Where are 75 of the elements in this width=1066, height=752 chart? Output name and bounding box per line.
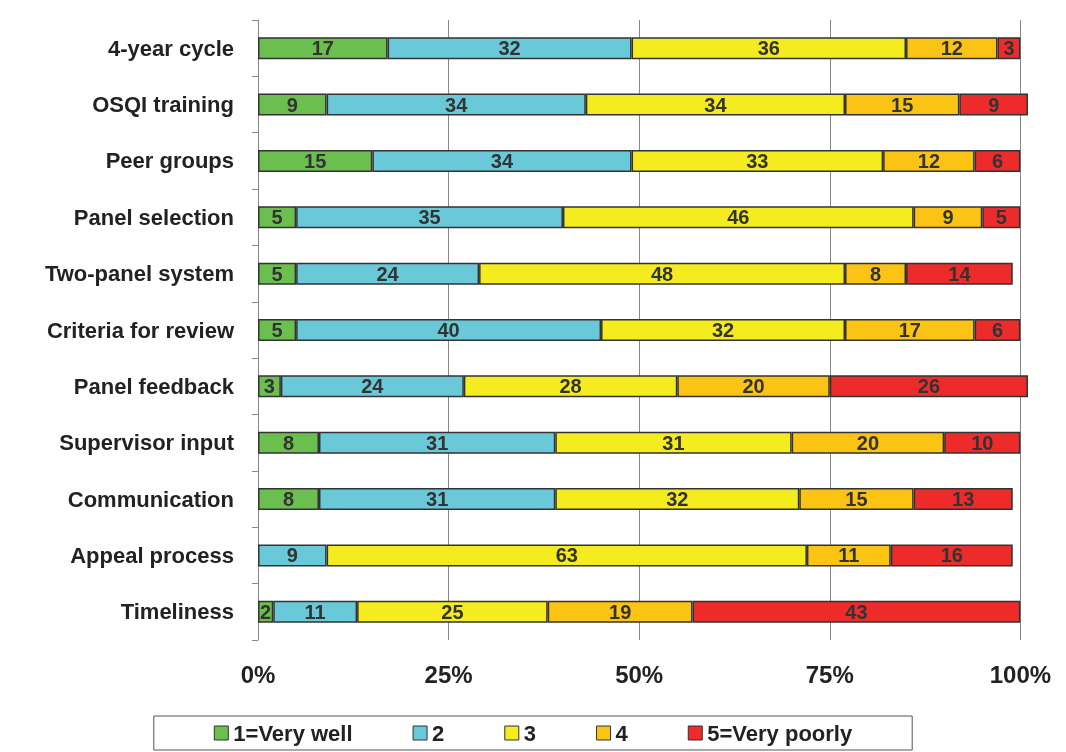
x-tick-label: 0% bbox=[240, 660, 276, 688]
data-label: 28 bbox=[559, 375, 582, 398]
data-label: 40 bbox=[437, 319, 460, 341]
data-label: 5 bbox=[271, 319, 283, 341]
data-label: 48 bbox=[650, 262, 674, 285]
data-label: 26 bbox=[917, 375, 941, 398]
data-label: 63 bbox=[555, 544, 578, 567]
data-label: 15 bbox=[304, 149, 327, 172]
data-label: 17 bbox=[898, 319, 921, 341]
data-label: 9 bbox=[988, 93, 1000, 116]
data-label: 20 bbox=[856, 431, 880, 454]
data-label: 6 bbox=[991, 149, 1004, 172]
x-tick-label: 75% bbox=[805, 660, 854, 688]
data-label: 19 bbox=[609, 600, 632, 623]
y-tick-label: Supervisor input bbox=[59, 430, 235, 456]
data-label: 31 bbox=[662, 431, 685, 454]
x-tick-label: 50% bbox=[615, 660, 664, 688]
data-label: 8 bbox=[282, 488, 295, 511]
data-label: 3 bbox=[1003, 37, 1015, 60]
data-label: 16 bbox=[940, 544, 963, 567]
data-label: 9 bbox=[286, 544, 298, 567]
legend-label: 2 bbox=[432, 720, 445, 746]
data-label: 8 bbox=[282, 431, 295, 454]
y-tick-label: 4-year cycle bbox=[108, 35, 234, 61]
data-label: 24 bbox=[376, 262, 400, 285]
data-label: 33 bbox=[746, 149, 769, 172]
data-label: 14 bbox=[948, 262, 972, 285]
y-tick-label: Communication bbox=[67, 486, 234, 512]
data-label: 34 bbox=[445, 93, 469, 116]
legend-label: 5=Very poorly bbox=[707, 720, 853, 746]
data-label: 11 bbox=[838, 544, 860, 567]
data-label: 10 bbox=[971, 431, 994, 454]
data-label: 46 bbox=[727, 206, 750, 229]
y-tick-label: Criteria for review bbox=[46, 317, 235, 343]
data-label: 15 bbox=[891, 93, 914, 116]
data-label: 13 bbox=[952, 488, 975, 511]
data-label: 9 bbox=[286, 93, 298, 116]
data-label: 11 bbox=[304, 600, 326, 623]
data-label: 43 bbox=[845, 600, 868, 623]
data-label: 12 bbox=[940, 37, 963, 60]
y-tick-label: Peer groups bbox=[105, 148, 234, 174]
data-label: 32 bbox=[498, 37, 521, 60]
y-tick-label: Two-panel system bbox=[44, 261, 234, 287]
data-label: 8 bbox=[869, 262, 882, 285]
data-label: 35 bbox=[418, 206, 441, 229]
data-label: 5 bbox=[995, 206, 1007, 229]
legend-label: 1=Very well bbox=[233, 720, 353, 746]
data-label: 32 bbox=[711, 319, 735, 341]
data-label: 24 bbox=[361, 375, 385, 398]
y-tick-label: Appeal process bbox=[70, 542, 234, 568]
data-label: 36 bbox=[757, 37, 780, 60]
data-label: 2 bbox=[260, 600, 272, 623]
data-label: 34 bbox=[704, 93, 728, 116]
data-label: 5 bbox=[271, 206, 283, 229]
data-label: 12 bbox=[917, 149, 941, 172]
x-tick-label: 100% bbox=[989, 660, 1052, 688]
data-label: 25 bbox=[441, 600, 464, 623]
legend-label: 4 bbox=[615, 720, 629, 746]
data-label: 5 bbox=[271, 262, 283, 285]
data-label: 31 bbox=[426, 431, 449, 454]
data-label: 6 bbox=[991, 319, 1004, 341]
y-tick-label: Panel selection bbox=[73, 204, 234, 230]
data-label: 32 bbox=[666, 488, 689, 511]
data-label: 15 bbox=[845, 488, 868, 511]
y-tick-label: Panel feedback bbox=[73, 373, 235, 399]
data-label: 20 bbox=[742, 375, 765, 398]
data-label: 34 bbox=[490, 149, 514, 172]
x-tick-label: 25% bbox=[424, 660, 473, 688]
data-label: 9 bbox=[942, 206, 954, 229]
y-tick-label: Timeliness bbox=[120, 599, 234, 625]
data-label: 31 bbox=[426, 488, 449, 511]
data-label: 3 bbox=[263, 375, 275, 398]
data-label: 17 bbox=[311, 37, 334, 60]
y-tick-label: OSQI training bbox=[92, 92, 234, 118]
legend-label: 3 bbox=[523, 720, 537, 746]
